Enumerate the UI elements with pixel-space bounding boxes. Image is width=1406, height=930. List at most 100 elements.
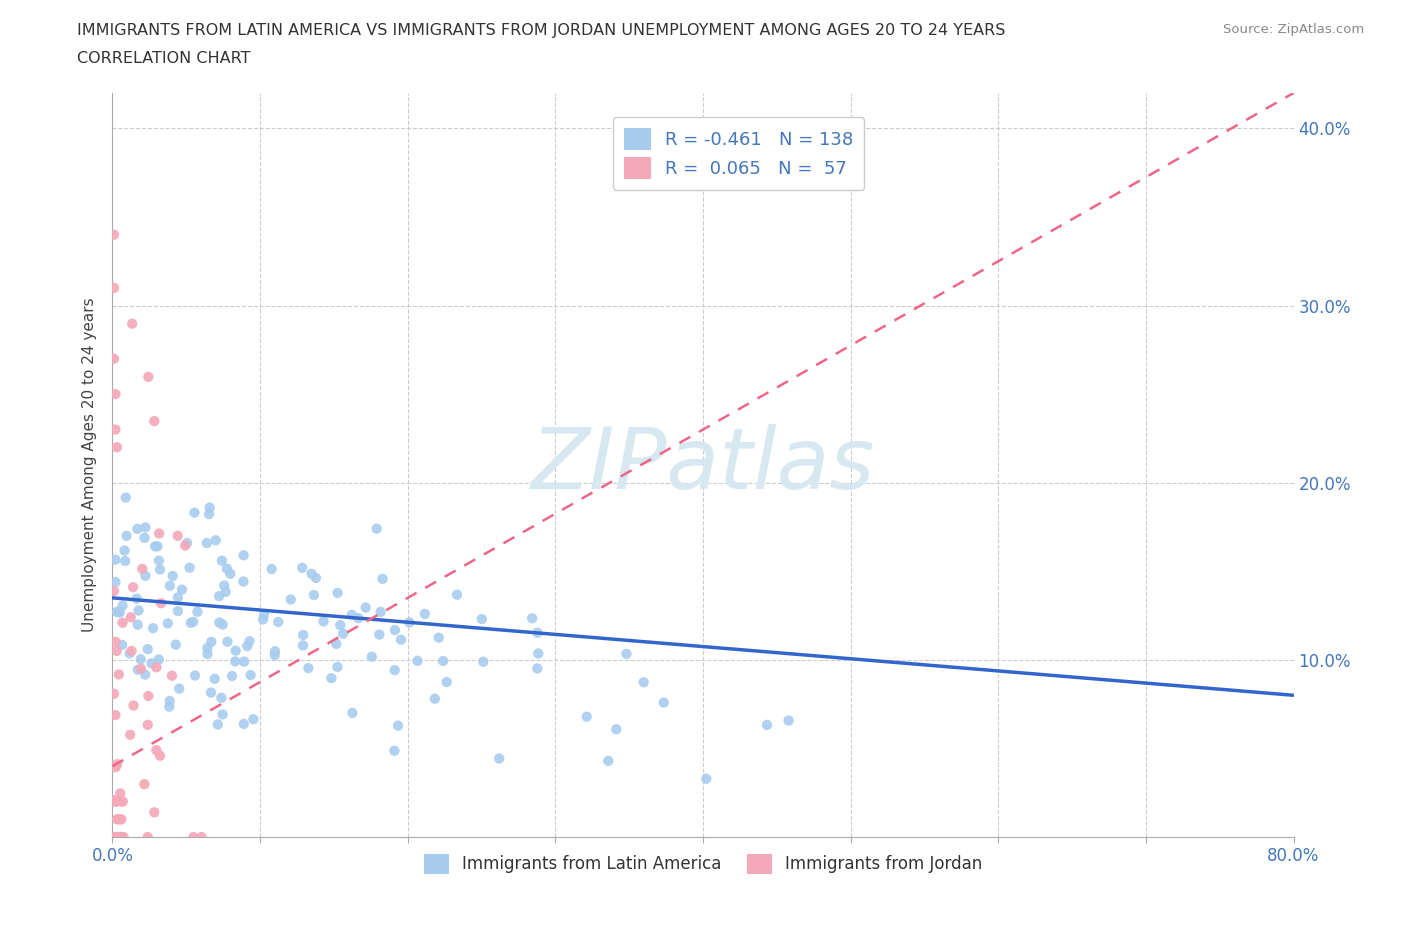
Point — [195, 536, 218, 551]
Point — [224, 654, 246, 669]
Point — [211, 618, 233, 632]
Point — [342, 706, 364, 721]
Point — [209, 690, 232, 705]
Point — [104, 575, 127, 590]
Point — [162, 568, 184, 583]
Point — [127, 618, 149, 632]
Point — [127, 662, 149, 677]
Point — [157, 699, 180, 714]
Point — [103, 686, 125, 701]
Point — [108, 605, 131, 620]
Point — [134, 667, 156, 682]
Point — [267, 615, 290, 630]
Point — [221, 669, 243, 684]
Point — [325, 636, 347, 651]
Point — [198, 500, 221, 515]
Point — [217, 634, 239, 649]
Point — [138, 369, 160, 384]
Point — [110, 812, 132, 827]
Point — [134, 777, 156, 791]
Point — [122, 698, 145, 713]
Point — [103, 227, 125, 242]
Point — [156, 616, 179, 631]
Point — [472, 655, 495, 670]
Point — [104, 387, 127, 402]
Point — [398, 615, 420, 630]
Point — [167, 604, 190, 618]
Point — [260, 562, 283, 577]
Point — [389, 632, 412, 647]
Point — [103, 352, 125, 366]
Text: IMMIGRANTS FROM LATIN AMERICA VS IMMIGRANTS FROM JORDAN UNEMPLOYMENT AMONG AGES : IMMIGRANTS FROM LATIN AMERICA VS IMMIGRA… — [77, 23, 1005, 38]
Point — [108, 830, 131, 844]
Point — [121, 316, 143, 331]
Point — [778, 713, 800, 728]
Text: ZIPatlas: ZIPatlas — [531, 423, 875, 507]
Point — [413, 606, 436, 621]
Point — [104, 708, 127, 723]
Point — [756, 717, 779, 732]
Point — [149, 596, 172, 611]
Point — [145, 743, 167, 758]
Point — [321, 671, 343, 685]
Point — [190, 830, 212, 844]
Point — [181, 615, 204, 630]
Point — [436, 674, 458, 689]
Point — [138, 688, 160, 703]
Point — [575, 710, 598, 724]
Point — [354, 600, 377, 615]
Point — [232, 716, 254, 731]
Point — [695, 771, 717, 786]
Point — [253, 607, 276, 622]
Point — [347, 611, 370, 626]
Point — [128, 603, 150, 618]
Point — [176, 536, 198, 551]
Point — [136, 642, 159, 657]
Point — [280, 592, 302, 607]
Point — [239, 668, 262, 683]
Point — [242, 711, 264, 726]
Point — [197, 641, 219, 656]
Point — [129, 661, 152, 676]
Point — [165, 637, 187, 652]
Point — [471, 612, 494, 627]
Point — [366, 521, 388, 536]
Point — [134, 568, 156, 583]
Point — [368, 627, 391, 642]
Point — [111, 794, 134, 809]
Point — [108, 830, 131, 844]
Point — [184, 668, 207, 683]
Point — [105, 812, 128, 827]
Point — [114, 490, 136, 505]
Point — [292, 628, 315, 643]
Point — [387, 718, 409, 733]
Point — [121, 644, 143, 658]
Point — [263, 647, 285, 662]
Point — [145, 660, 167, 675]
Point — [605, 722, 627, 737]
Point — [111, 598, 134, 613]
Point — [103, 830, 125, 844]
Point — [167, 590, 190, 604]
Point — [166, 528, 188, 543]
Point — [527, 646, 550, 661]
Point — [170, 582, 193, 597]
Point — [115, 528, 138, 543]
Point — [105, 830, 128, 844]
Point — [104, 552, 127, 567]
Point — [200, 634, 222, 649]
Point — [105, 644, 128, 658]
Point — [143, 538, 166, 553]
Point — [104, 760, 127, 775]
Point — [225, 644, 247, 658]
Point — [120, 610, 142, 625]
Point — [146, 538, 169, 553]
Point — [104, 794, 127, 809]
Point — [252, 612, 274, 627]
Point — [159, 694, 181, 709]
Point — [107, 604, 129, 619]
Text: CORRELATION CHART: CORRELATION CHART — [77, 51, 250, 66]
Point — [197, 646, 219, 661]
Point — [127, 522, 149, 537]
Point — [211, 553, 233, 568]
